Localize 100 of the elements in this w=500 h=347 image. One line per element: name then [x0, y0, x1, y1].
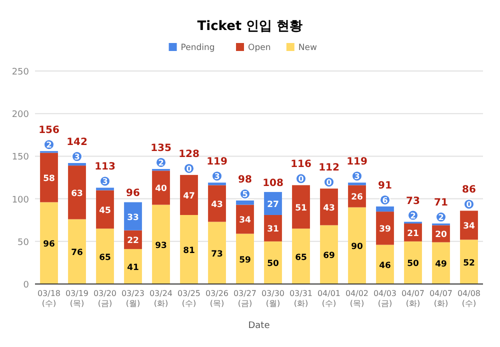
total-label: 112: [318, 162, 340, 174]
x-axis-title: Date: [248, 321, 270, 331]
data-label: 2: [158, 158, 164, 168]
bar: [68, 163, 86, 166]
legend-label: New: [298, 43, 317, 53]
data-label: 2: [438, 213, 444, 222]
x-tick-label: 03/27 (금): [233, 289, 257, 308]
total-label: 73: [406, 196, 420, 207]
x-tick-label: 03/23 (월): [121, 289, 145, 308]
bar: [96, 190, 114, 229]
bar: [68, 166, 86, 220]
bar: [124, 249, 142, 284]
label-badge: 3: [352, 170, 362, 182]
label-badge: 5: [240, 188, 250, 200]
data-label: 31: [267, 224, 279, 235]
bar: [264, 214, 282, 242]
x-tick-label: 03/30 (월): [261, 289, 285, 308]
data-label: 27: [267, 200, 279, 210]
data-label: 20: [435, 230, 447, 240]
label-badge: 3: [212, 170, 222, 182]
data-label: 43: [211, 200, 223, 210]
legend-label: Open: [248, 43, 271, 53]
bar: [208, 222, 226, 284]
bar: [348, 207, 366, 284]
x-tick-label: 04/07 (화): [429, 289, 453, 308]
bar: [40, 152, 58, 202]
data-label: 65: [99, 252, 111, 263]
label-badge: 0: [324, 176, 334, 188]
bar: [432, 242, 450, 284]
label-badge: 3: [100, 176, 110, 187]
data-label: 3: [214, 172, 220, 182]
data-label: 49: [435, 260, 447, 270]
data-label: 39: [379, 224, 391, 235]
legend-label: Pending: [180, 43, 215, 53]
y-tick-label: 150: [12, 152, 30, 163]
data-label: 26: [351, 192, 363, 203]
y-tick-label: 50: [18, 238, 30, 248]
data-label: 63: [71, 188, 83, 199]
data-label: 21: [407, 228, 419, 239]
x-tick-label: 04/03 (금): [373, 289, 397, 308]
data-label: 5: [242, 190, 248, 200]
bar: [152, 204, 170, 284]
total-label: 156: [38, 125, 60, 136]
data-label: 93: [155, 240, 167, 251]
data-label: 47: [183, 191, 195, 202]
total-label: 96: [126, 188, 140, 200]
data-label: 22: [127, 236, 139, 246]
data-label: 2: [410, 211, 416, 220]
bar: [292, 228, 310, 284]
label-badge: 2: [44, 139, 54, 150]
label-badge: 2: [156, 156, 166, 168]
data-label: 33: [127, 212, 139, 223]
bar: [180, 174, 198, 215]
data-label: 0: [466, 200, 472, 210]
x-tick-label: 03/26 (목): [205, 289, 229, 308]
x-tick-label: 04/02 (목): [345, 289, 369, 308]
data-label: 6: [382, 196, 388, 205]
data-label: 58: [43, 174, 55, 184]
data-label: 90: [351, 242, 363, 252]
bar: [264, 192, 282, 215]
label-badge: 3: [72, 151, 82, 162]
data-label: 59: [239, 255, 251, 266]
total-label: 91: [378, 180, 392, 192]
x-tick-label: 03/24 (화): [149, 289, 173, 308]
data-label: 50: [267, 259, 279, 270]
data-label: 50: [407, 259, 419, 270]
bar: [404, 241, 422, 284]
bar: [152, 170, 170, 205]
bar: [264, 241, 282, 284]
total-label: 71: [434, 198, 448, 209]
bar: [124, 202, 142, 230]
label-badge: 2: [436, 212, 446, 222]
bar: [460, 210, 478, 240]
x-tick-label: 03/19 (목): [65, 289, 89, 308]
label-badge: 2: [408, 210, 418, 221]
data-label: 76: [71, 248, 83, 258]
data-label: 45: [99, 206, 111, 216]
total-label: 119: [346, 156, 368, 168]
data-label: 0: [298, 174, 304, 184]
y-tick-label: 200: [12, 110, 30, 120]
total-label: 113: [94, 162, 116, 173]
x-tick-label: 04/08 (수): [457, 289, 481, 308]
data-label: 40: [155, 184, 167, 194]
total-label: 108: [262, 178, 284, 189]
x-tick-label: 03/20 (금): [93, 289, 117, 308]
x-tick-label: 03/25 (수): [177, 289, 201, 308]
total-label: 119: [206, 156, 228, 168]
bar: [208, 185, 226, 222]
data-label: 43: [323, 203, 335, 214]
total-label: 128: [178, 148, 200, 160]
bar: [180, 214, 198, 284]
bar: [460, 240, 478, 284]
y-tick-label: 0: [23, 280, 30, 290]
bar: [68, 219, 86, 284]
data-label: 46: [379, 260, 391, 271]
data-label: 3: [354, 172, 360, 182]
x-tick-label: 03/31 (화): [289, 289, 313, 308]
data-label: 65: [295, 252, 307, 263]
data-label: 52: [463, 258, 475, 268]
label-badge: 0: [296, 173, 306, 184]
